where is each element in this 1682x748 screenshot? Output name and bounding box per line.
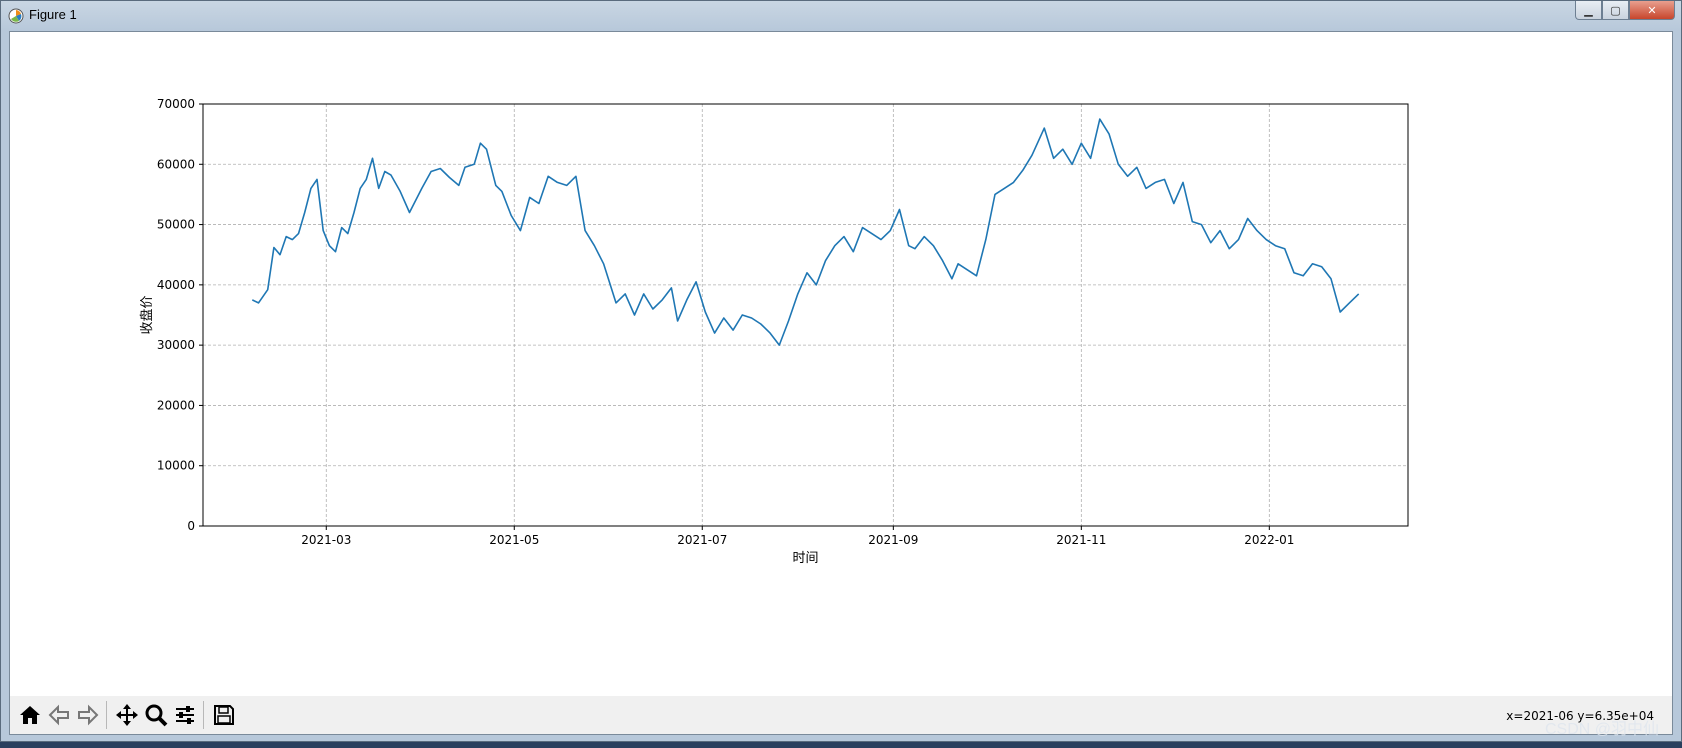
x-tick-label: 2021-03 (301, 533, 351, 547)
back-button[interactable] (45, 701, 73, 729)
pan-icon (116, 704, 138, 726)
y-tick-label: 70000 (157, 97, 195, 111)
minimize-button[interactable]: ▁ (1575, 1, 1602, 20)
y-tick-label: 10000 (157, 459, 195, 473)
x-tick-label: 2022-01 (1244, 533, 1294, 547)
zoom-button[interactable] (142, 701, 170, 729)
figure-canvas[interactable]: 0 10000 20000 30000 40000 50000 60000 70000 2021… (9, 31, 1673, 735)
save-button[interactable] (210, 701, 238, 729)
watermark-text: CSDN @羽中仙 (1544, 721, 1659, 738)
subplots-config-icon (176, 706, 194, 724)
toolbar-separator (106, 701, 107, 729)
back-arrow-icon (48, 704, 69, 726)
y-tick-label: 30000 (157, 338, 195, 352)
y-tick-label: 50000 (157, 218, 195, 232)
forward-arrow-icon (78, 704, 99, 726)
matplotlib-app-icon (8, 8, 24, 24)
close-price-line (251, 118, 1360, 346)
y-tick-label: 20000 (157, 398, 195, 412)
window-controls: ▁ ▢ ✕ (1575, 1, 1675, 20)
close-button[interactable]: ✕ (1629, 1, 1675, 20)
x-tick-label: 2021-11 (1056, 533, 1106, 547)
maximize-button[interactable]: ▢ (1602, 1, 1629, 20)
home-button[interactable] (16, 701, 44, 729)
y-tick-label: 60000 (157, 157, 195, 171)
plot-area[interactable]: 0 10000 20000 30000 40000 50000 60000 70000 2021… (10, 32, 1672, 696)
x-tick-label: 2021-09 (868, 533, 918, 547)
window-title: Figure 1 (29, 7, 77, 22)
x-tick-label: 2021-05 (489, 533, 539, 547)
x-tick-label: 2021-07 (677, 533, 727, 547)
tick-layer: 0 10000 20000 30000 40000 50000 60000 70000 2021… (157, 97, 1295, 547)
configure-subplots-button[interactable] (171, 701, 199, 729)
axes-frame (202, 103, 1409, 527)
grid-lines (203, 103, 1408, 527)
navigation-toolbar: x=2021-06 y=6.35e+04 (10, 696, 1672, 734)
save-icon (214, 705, 234, 725)
y-axis-label: 收盘价 (139, 295, 155, 334)
pan-button[interactable] (113, 701, 141, 729)
zoom-icon (145, 704, 168, 727)
x-axis-label: 时间 (792, 551, 818, 566)
y-tick-label: 0 (187, 519, 195, 533)
forward-button[interactable] (74, 701, 102, 729)
y-tick-label: 40000 (157, 278, 195, 292)
home-icon (20, 706, 40, 724)
series-layer (251, 118, 1360, 346)
cursor-coordinate-readout: x=2021-06 y=6.35e+04 (1506, 709, 1654, 723)
toolbar-separator (203, 701, 204, 729)
